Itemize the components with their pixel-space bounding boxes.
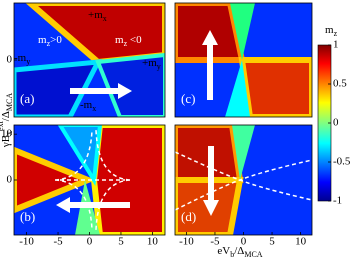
text-part: MCA xyxy=(244,250,262,259)
text-part: -m xyxy=(14,52,27,64)
text-part: m xyxy=(325,24,334,36)
heatmap-a xyxy=(14,3,165,117)
annotation: -my xyxy=(14,52,30,67)
text-part: z xyxy=(47,39,51,48)
x-tick-label: 10 xyxy=(147,236,159,248)
text-part: x xyxy=(92,104,96,113)
x-tick-label: 5 xyxy=(118,236,124,248)
annotation: -mx xyxy=(80,99,96,114)
x-tick-label: -10 xyxy=(19,236,34,248)
x-tick-label: -5 xyxy=(210,236,220,248)
text-part: /Δ xyxy=(0,111,12,121)
x-tick-label: 5 xyxy=(269,236,275,248)
text-part: x xyxy=(103,14,107,23)
text-part: >0 xyxy=(50,34,62,46)
text-part: +m xyxy=(88,9,103,21)
text-part: y xyxy=(157,62,161,71)
text-part: m xyxy=(115,34,124,46)
annotation: +mx xyxy=(88,9,107,24)
annotation: mz>0 xyxy=(38,34,62,49)
y-tick-label: 0 xyxy=(7,54,13,66)
colorbar-tick-label: 0.5 xyxy=(333,78,347,90)
colorbar-label: mz xyxy=(325,24,338,39)
text-part: ext xyxy=(0,120,5,131)
text-part: z xyxy=(124,39,128,48)
colorbar-tick-label: -0.5 xyxy=(333,156,351,168)
text-part: -m xyxy=(80,99,93,111)
annotation: mz <0 xyxy=(115,34,142,49)
x-tick-label: -5 xyxy=(53,236,63,248)
x-tick-label: 0 xyxy=(241,236,247,248)
panel-label: (c) xyxy=(181,91,195,106)
text-part: z xyxy=(334,29,338,38)
text-part: +m xyxy=(142,57,157,69)
text-part: eV xyxy=(217,245,230,257)
heatmap-d xyxy=(175,125,312,235)
x-axis-label: eVb/ΔMCA xyxy=(217,245,262,259)
heatmap-c xyxy=(175,3,312,117)
heatmap-b xyxy=(14,125,165,235)
panel-label: (b) xyxy=(20,209,35,224)
text-part: /Δ xyxy=(234,245,244,257)
x-tick-label: 10 xyxy=(295,236,307,248)
x-tick-label: 0 xyxy=(87,236,93,248)
panel-label: (d) xyxy=(181,209,196,224)
colorbar-tick-label: -1 xyxy=(333,195,342,207)
text-part: <0 xyxy=(127,34,142,46)
arrows xyxy=(56,30,219,216)
text-part: y xyxy=(26,57,30,66)
panel-label: (a) xyxy=(20,91,34,106)
y-tick-label: 0 xyxy=(7,174,13,186)
text-part: x xyxy=(5,131,14,135)
text-part: m xyxy=(38,34,47,46)
colorbar-tick-label: 1 xyxy=(333,39,339,51)
y-axis-label: γBxext/ΔMCA xyxy=(0,93,14,149)
text-part: MCA xyxy=(5,93,14,111)
x-tick-label: -10 xyxy=(179,236,194,248)
colorbar-tick-label: 0 xyxy=(333,117,339,129)
annotation: +my xyxy=(142,57,161,72)
text-part: b xyxy=(230,250,234,259)
y-tick-label: 10 xyxy=(1,128,13,140)
text-part: γB xyxy=(0,135,12,148)
